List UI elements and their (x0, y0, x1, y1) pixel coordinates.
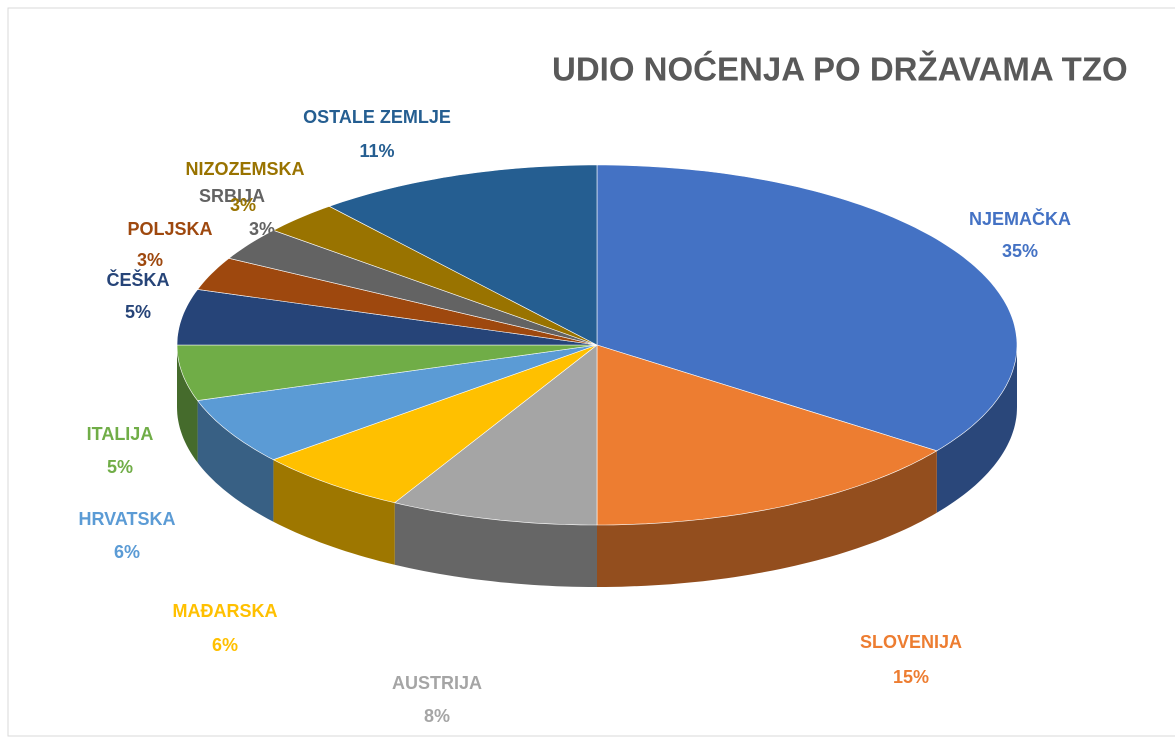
slice (176, 344, 598, 401)
data-label-value: 6% (114, 542, 140, 562)
data-label-name: MAĐARSKA (173, 601, 278, 621)
data-label-value: 11% (359, 141, 394, 161)
data-label-value: 6% (212, 635, 238, 655)
data-label-name: NIZOZEMSKA (186, 159, 305, 179)
slice (328, 164, 598, 346)
data-label-value: 3% (230, 195, 256, 215)
data-label-name: HRVATSKA (78, 509, 175, 529)
data-label-name: POLJSKA (127, 219, 212, 239)
data-label-value: 35% (1002, 241, 1038, 261)
data-label-value: 5% (107, 457, 133, 477)
slice-side (597, 450, 937, 587)
slice (176, 289, 598, 346)
data-label-value: 5% (125, 302, 151, 322)
data-label-name: SRBIJA (199, 186, 265, 206)
slice (272, 205, 598, 346)
slice (596, 164, 1018, 452)
chart-title: UDIO NOĆENJA PO DRŽAVAMA TZO (552, 51, 1128, 88)
slice-side (177, 345, 198, 463)
data-label-value: 3% (137, 250, 163, 270)
slice (596, 344, 938, 526)
data-label-name: AUSTRIJA (392, 673, 482, 693)
slice-side (273, 459, 395, 565)
slice (228, 229, 598, 346)
data-label-name: ITALIJA (87, 424, 154, 444)
slice-side (936, 345, 1017, 513)
data-label-value: 8% (424, 706, 450, 726)
data-label-value: 15% (893, 667, 929, 687)
slice (272, 344, 598, 504)
pie-tops (176, 164, 1018, 526)
slice (197, 257, 598, 346)
data-label-name: OSTALE ZEMLJE (303, 107, 451, 127)
slice-side (197, 400, 274, 522)
slice (197, 344, 598, 461)
data-label-value: 3% (249, 219, 275, 239)
data-label-name: ČEŠKA (106, 269, 169, 290)
data-label-name: NJEMAČKA (969, 208, 1071, 229)
slice (394, 344, 598, 526)
data-label-name: SLOVENIJA (860, 632, 962, 652)
